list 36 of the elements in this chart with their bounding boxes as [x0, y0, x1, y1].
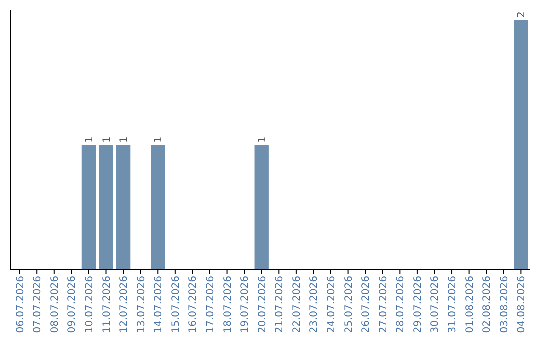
x-tick-label: 30.07.2026	[430, 276, 442, 334]
x-tick-label: 23.07.2026	[309, 276, 320, 334]
x-tick-label: 04.08.2026	[516, 276, 528, 334]
x-tick-label: 10.07.2026	[84, 276, 96, 334]
x-tick-label: 07.07.2026	[32, 276, 44, 334]
x-tick-label: 09.07.2026	[67, 276, 78, 334]
x-tick-label: 08.07.2026	[50, 276, 61, 334]
x-tick-label: 29.07.2026	[412, 276, 424, 334]
x-tick-label: 31.07.2026	[448, 276, 459, 334]
x-tick-label: 28.07.2026	[396, 276, 407, 334]
x-tick-label: 18.07.2026	[222, 276, 234, 334]
x-tick-label: 15.07.2026	[170, 276, 182, 334]
data-label: 1	[102, 136, 113, 143]
x-tick-label: 11.07.2026	[102, 276, 113, 334]
data-label: 1	[257, 136, 268, 143]
x-tick-label: 16.07.2026	[188, 276, 200, 334]
x-tick-label: 25.07.2026	[344, 276, 355, 334]
x-tick-label: 22.07.2026	[292, 276, 303, 334]
x-tick-label: 19.07.2026	[240, 276, 252, 334]
x-tick-label: 27.07.2026	[378, 276, 390, 334]
data-label: 1	[154, 136, 165, 143]
x-tick-label: 21.07.2026	[274, 276, 286, 334]
x-tick-label: 14.07.2026	[154, 276, 165, 334]
data-label: 1	[84, 136, 96, 143]
x-tick-label: 13.07.2026	[136, 276, 148, 334]
data-label: 2	[516, 12, 528, 18]
x-tick-label: 20.07.2026	[257, 276, 268, 334]
x-tick-label: 01.08.2026	[464, 276, 476, 334]
x-tick-label: 06.07.2026	[15, 276, 26, 334]
x-tick-label: 26.07.2026	[361, 276, 372, 334]
x-tick-label: 24.07.2026	[326, 276, 338, 334]
x-tick-label: 12.07.2026	[119, 276, 130, 334]
x-tick-label: 02.08.2026	[482, 276, 494, 334]
x-tick-label: 17.07.2026	[205, 276, 216, 334]
x-tick-label: 03.08.2026	[499, 276, 510, 334]
data-label: 1	[119, 136, 130, 143]
